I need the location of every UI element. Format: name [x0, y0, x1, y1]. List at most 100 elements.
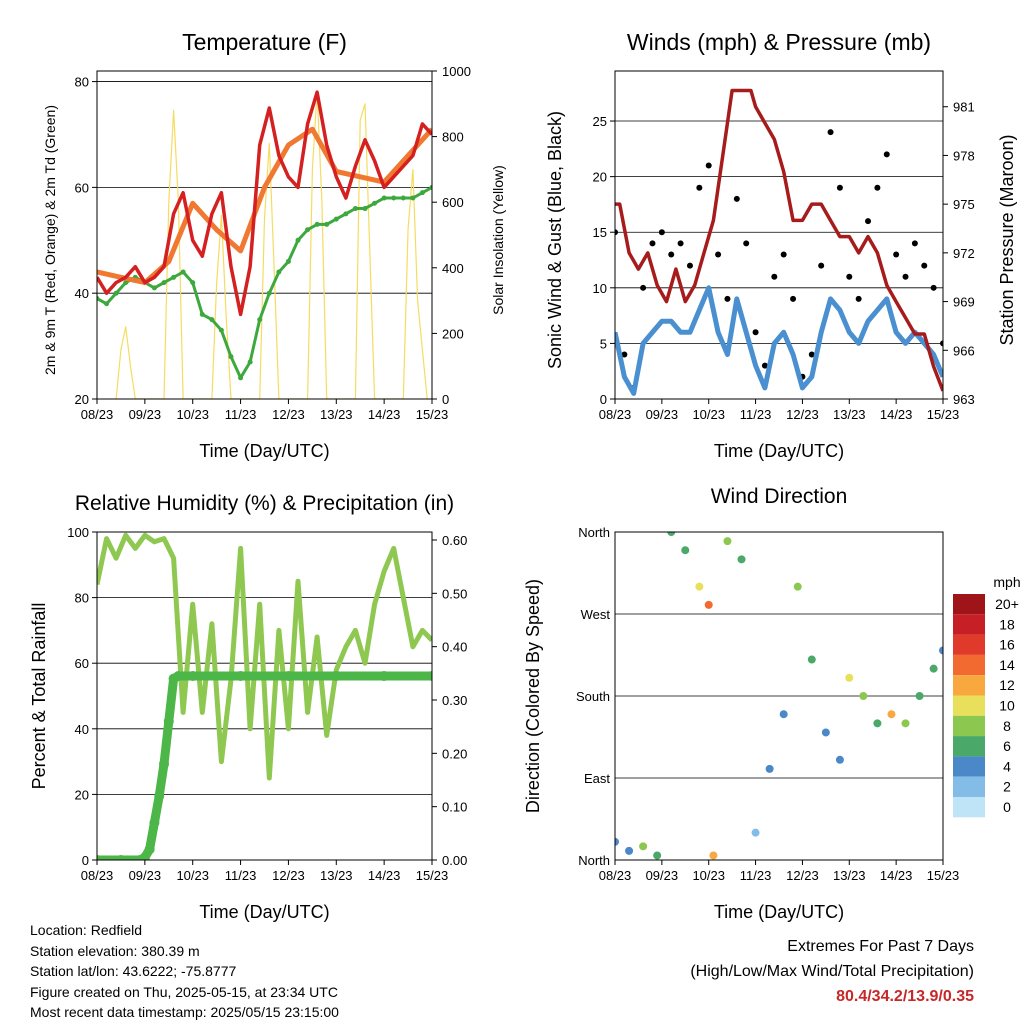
x-tick-label: 09/23: [646, 868, 679, 883]
data-point-gust: [715, 251, 722, 258]
data-point-dewpoint: [257, 317, 263, 323]
legend-swatch: [953, 695, 985, 716]
data-point-gust: [846, 273, 853, 280]
x-axis-label: Time (Day/UTC): [199, 902, 329, 922]
y-tick-label-right: 966: [953, 343, 975, 358]
data-point-direction: [737, 555, 746, 564]
data-point-gust: [615, 229, 618, 236]
data-point-gust: [658, 229, 665, 236]
data-point-direction: [639, 842, 648, 851]
y-tick-label: 0: [600, 392, 607, 407]
data-point-dewpoint: [97, 295, 100, 301]
data-point-precip: [139, 852, 150, 860]
data-point-gust: [874, 184, 881, 191]
data-point-direction: [681, 546, 690, 555]
extremes-legend: (High/Low/Max Wind/Total Precipitation): [690, 963, 974, 980]
x-tick-label: 15/23: [927, 868, 960, 883]
data-point-precip: [115, 855, 126, 860]
x-tick-label: 14/23: [368, 407, 401, 422]
data-point-direction: [835, 755, 844, 764]
data-point-gust: [668, 251, 675, 258]
x-tick-label: 09/23: [646, 407, 679, 422]
legend-label: 18: [999, 616, 1015, 632]
series-line-pressure: [615, 88, 943, 392]
data-point-direction: [704, 600, 713, 609]
y-tick-label: 20: [75, 787, 89, 802]
legend-label: 4: [1003, 758, 1011, 774]
x-tick-label: 11/23: [740, 868, 772, 883]
speed-legend: mph 20+ 18 16 14 12 10 8 6 4 2 0: [953, 574, 1021, 818]
panel-title: Wind Direction: [711, 485, 848, 508]
data-point-gust: [836, 184, 843, 191]
x-tick-label: 15/23: [416, 868, 449, 883]
data-point-direction: [751, 828, 760, 837]
y-axis-label-right: Solar Insolation (Yellow): [490, 165, 506, 315]
y-axis-label: Direction (Colored By Speed): [523, 579, 543, 813]
data-point-precip: [379, 671, 390, 681]
x-axis-label: Time (Day/UTC): [199, 441, 329, 461]
data-point-precip: [283, 671, 294, 681]
x-tick-label: 10/23: [176, 407, 209, 422]
data-point-gust: [818, 262, 825, 269]
data-point-precip: [427, 671, 432, 681]
data-point-precip: [149, 817, 160, 828]
panel-title: Temperature (F): [182, 29, 347, 55]
legend-swatch: [953, 797, 985, 818]
y-tick-label: 80: [75, 591, 89, 606]
data-point-dewpoint: [391, 195, 397, 201]
data-point-gust: [771, 273, 778, 280]
data-point-direction: [915, 692, 924, 700]
data-point-direction: [873, 719, 882, 728]
legend-label: 16: [999, 637, 1015, 653]
x-tick-label: 14/23: [880, 407, 913, 422]
x-tick-label: 08/23: [599, 407, 632, 422]
legend-label: 0: [1003, 799, 1011, 815]
data-point-gust: [686, 262, 693, 269]
extremes-title: Extremes For Past 7 Days: [787, 938, 974, 955]
data-point-gust: [827, 129, 834, 136]
legend-label: 8: [1003, 718, 1011, 734]
y-tick-label-right: 800: [442, 130, 464, 145]
data-point-direction: [765, 764, 774, 773]
data-point-direction: [807, 655, 816, 664]
info-location: Location: Redfield: [30, 922, 143, 938]
data-point-gust: [621, 351, 628, 358]
data-point-dewpoint: [180, 269, 186, 275]
series-line-temp-2m: [97, 90, 432, 317]
series-line-solar: [115, 90, 428, 399]
plot-frame: [614, 70, 944, 400]
y-tick-label-right: 972: [953, 246, 975, 261]
data-point-dewpoint: [228, 354, 234, 360]
y-tick-label: 80: [75, 75, 89, 90]
series-line-temp-9m: [97, 126, 432, 286]
data-point-gust: [649, 240, 656, 247]
data-point-direction: [779, 710, 788, 719]
data-point-precip: [187, 671, 198, 681]
y-tick-label-right: 0.40: [442, 640, 467, 655]
x-tick-label: 14/23: [880, 868, 913, 883]
panel-4: Wind Direction Time (Day/UTC) Direction (C…: [523, 485, 959, 922]
y-tick-label-right: 978: [953, 148, 975, 163]
data-point-precip: [331, 671, 342, 681]
data-point-dewpoint: [381, 195, 387, 201]
data-point-gust: [640, 284, 647, 291]
legend-label: 6: [1003, 738, 1011, 754]
x-tick-label: 13/23: [320, 407, 353, 422]
legend-label: 2: [1003, 779, 1011, 795]
legend-swatch: [953, 654, 985, 676]
data-point-dewpoint: [400, 195, 406, 201]
x-tick-label: 15/23: [927, 407, 960, 422]
data-point-direction: [939, 646, 943, 655]
y-tick-label-right: 0: [442, 392, 449, 407]
data-point-dewpoint: [113, 290, 119, 296]
y-tick-label-right: 0.10: [442, 800, 467, 815]
y-tick-label-right: 0.50: [442, 586, 467, 601]
data-point-direction: [845, 673, 854, 682]
legend-swatch: [953, 634, 985, 655]
data-point-dewpoint: [305, 227, 311, 233]
data-point-gust: [733, 195, 740, 202]
x-tick-label: 13/23: [833, 868, 866, 883]
x-tick-label: 13/23: [833, 407, 866, 422]
extremes-box: Extremes For Past 7 Days (High/Low/Max W…: [690, 934, 974, 1009]
y-tick-label-right: 0.20: [442, 746, 467, 761]
